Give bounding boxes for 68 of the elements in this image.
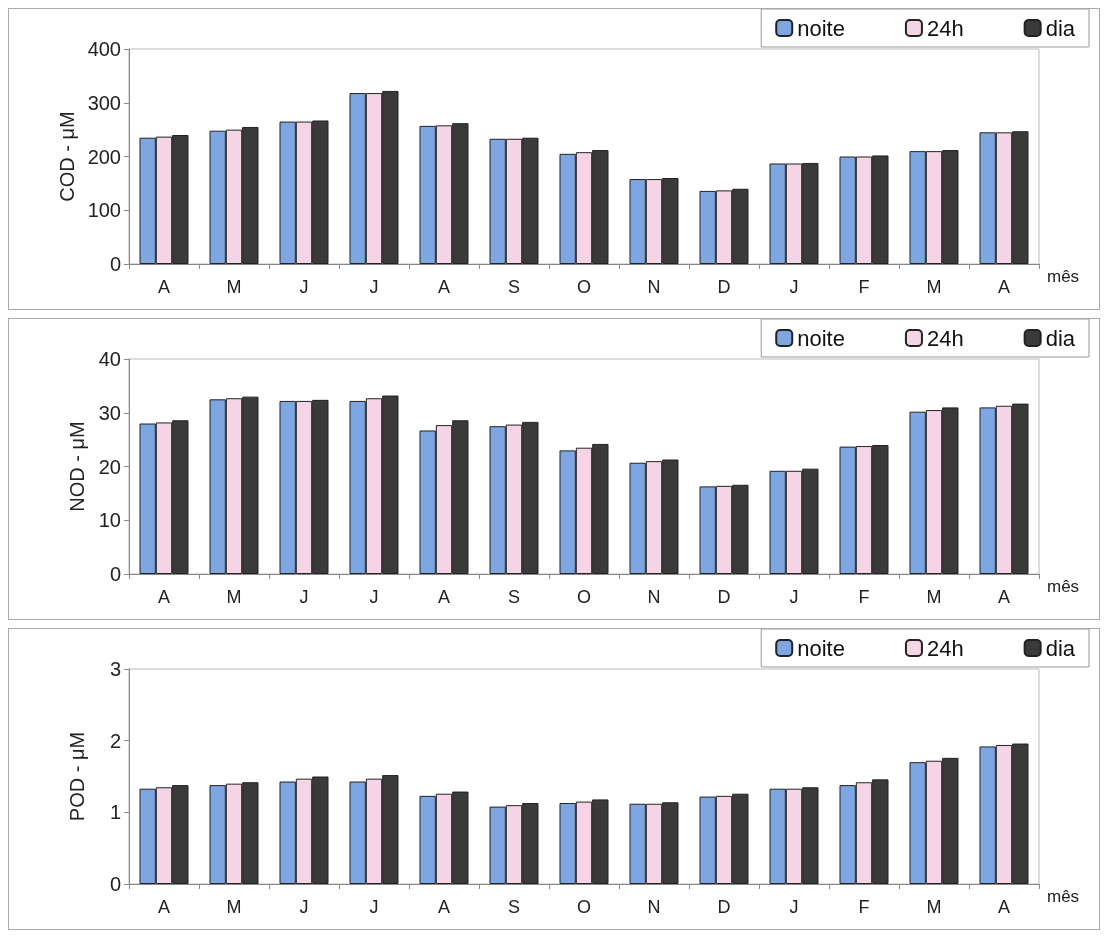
x-tick-label: J — [369, 587, 379, 607]
x-tick-label: A — [437, 277, 451, 297]
x-tick-label: M — [226, 897, 242, 917]
x-tick-label: S — [507, 897, 521, 917]
x-tick-label: J — [299, 277, 309, 297]
x-tick-label: A — [997, 587, 1011, 607]
x-tick-label: M — [926, 587, 942, 607]
y-tick-label: 100 — [87, 199, 121, 222]
y-tick-label: 0 — [109, 563, 121, 585]
x-tick-label: F — [858, 897, 870, 917]
y-tick-label: 1 — [109, 801, 121, 824]
x-tick-label: J — [299, 897, 309, 917]
y-tick-label: 300 — [87, 91, 121, 114]
x-tick-label: M — [926, 277, 942, 297]
legend-label: 24h — [926, 325, 964, 351]
y-tick-label: 30 — [98, 401, 121, 424]
x-tick-label: N — [647, 587, 661, 607]
y-tick-label: 0 — [109, 253, 121, 275]
x-tick-label: A — [157, 897, 171, 917]
x-tick-label: O — [576, 897, 592, 917]
legend-label: dia — [1045, 15, 1076, 41]
x-tick-label: J — [299, 587, 309, 607]
x-tick-label: F — [858, 277, 870, 297]
x-tick-label: D — [717, 277, 731, 297]
x-tick-label: A — [437, 897, 451, 917]
x-tick-label: J — [789, 587, 799, 607]
x-tick-label: S — [507, 277, 521, 297]
x-axis-title: mês — [1047, 887, 1080, 906]
legend-label: 24h — [926, 15, 964, 41]
y-axis-title: COD - μM — [55, 111, 78, 202]
x-tick-label: D — [717, 897, 731, 917]
x-axis-title: mês — [1047, 267, 1080, 286]
y-tick-label: 10 — [98, 509, 121, 532]
x-tick-label: S — [507, 587, 521, 607]
x-tick-label: N — [647, 277, 661, 297]
x-tick-label: J — [369, 277, 379, 297]
x-tick-label: A — [437, 587, 451, 607]
x-tick-label: J — [789, 277, 799, 297]
x-tick-label: O — [576, 587, 592, 607]
y-tick-label: 3 — [109, 658, 121, 680]
x-tick-label: F — [858, 587, 870, 607]
x-tick-label: A — [997, 277, 1011, 297]
y-tick-label: 20 — [98, 455, 121, 478]
legend-label: noite — [797, 325, 845, 351]
legend-label: noite — [797, 635, 845, 661]
x-tick-label: A — [157, 587, 171, 607]
y-axis-title: POD - μM — [66, 731, 88, 822]
legend-label: dia — [1045, 635, 1076, 661]
x-tick-label: M — [226, 587, 242, 607]
x-axis-title: mês — [1047, 577, 1080, 596]
legend-label: dia — [1045, 325, 1076, 351]
x-tick-label: M — [926, 897, 942, 917]
x-tick-label: A — [997, 897, 1011, 917]
x-tick-label: J — [369, 897, 379, 917]
legend-label: noite — [797, 15, 845, 41]
x-tick-label: J — [789, 897, 799, 917]
y-tick-label: 2 — [109, 729, 121, 752]
x-tick-label: A — [157, 277, 171, 297]
y-tick-label: 40 — [98, 348, 121, 370]
y-tick-label: 200 — [87, 145, 121, 168]
x-tick-label: D — [717, 587, 731, 607]
x-tick-label: O — [576, 277, 592, 297]
x-tick-label: N — [647, 897, 661, 917]
y-tick-label: 0 — [109, 873, 121, 895]
y-axis-title: NOD - μM — [66, 421, 88, 512]
y-tick-label: 400 — [87, 38, 121, 60]
x-tick-label: M — [226, 277, 242, 297]
legend-label: 24h — [926, 635, 964, 661]
